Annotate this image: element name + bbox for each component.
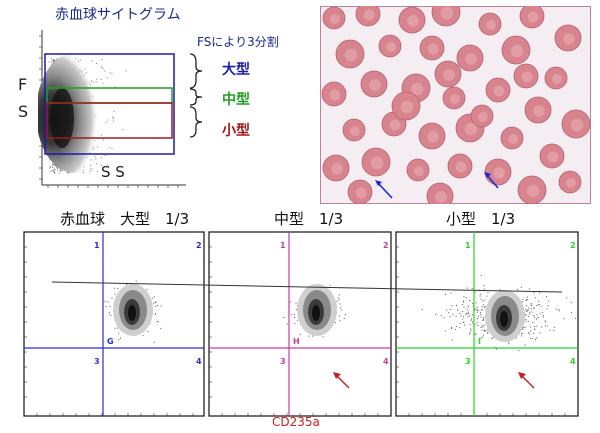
region-label-large: 大型 [222, 62, 250, 78]
gate-label: H [293, 337, 300, 346]
scatter-panel-1: 1 2 3 4 G [23, 231, 205, 417]
quadrant-4-label: 4 [570, 357, 576, 366]
quadrant-2-label: 2 [196, 241, 202, 250]
cd235a-axis-label: CD235a [272, 415, 320, 429]
brace-small [189, 106, 203, 138]
quadrant-2-label: 2 [570, 241, 576, 250]
gate-label: G [107, 337, 114, 346]
fs-axis-label-f: F [18, 75, 28, 94]
brace-large [189, 53, 203, 89]
brace-medium [189, 88, 203, 106]
panel-title-large: 赤血球 大型 1/3 [60, 210, 190, 228]
ss-axis-label: S S [101, 163, 125, 181]
quadrant-3-label: 3 [465, 357, 471, 366]
smear-arrow-1 [376, 181, 393, 199]
blood-smear-micrograph [320, 6, 591, 204]
panel-title-medium: 中型 1/3 [274, 210, 344, 228]
cytogram-plot [38, 30, 186, 188]
threshold-line [51, 281, 563, 293]
fs-axis-label-s: S [18, 102, 29, 121]
gate-label: I [478, 337, 481, 346]
region-label-small: 小型 [222, 123, 250, 139]
quadrant-2-label: 2 [383, 241, 389, 250]
quadrant-3-label: 3 [280, 357, 286, 366]
scatter-panels: 1 2 3 4 G 1 2 3 4 H 1 2 3 4 I [23, 231, 579, 417]
fs-split-note: FSにより3分割 [197, 35, 279, 49]
quadrant-4-label: 4 [383, 357, 389, 366]
cytogram-title: 赤血球サイトグラム [55, 7, 181, 23]
region-label-medium: 中型 [222, 92, 250, 108]
scatter-panel-3: 1 2 3 4 I [395, 231, 579, 417]
panel-title-small: 小型 1/3 [446, 210, 516, 228]
scatter-panel-2: 1 2 3 4 H [208, 231, 392, 417]
quadrant-1-label: 1 [465, 241, 471, 250]
quadrant-3-label: 3 [94, 357, 100, 366]
quadrant-1-label: 1 [94, 241, 100, 250]
quadrant-4-label: 4 [196, 357, 202, 366]
quadrant-1-label: 1 [280, 241, 286, 250]
